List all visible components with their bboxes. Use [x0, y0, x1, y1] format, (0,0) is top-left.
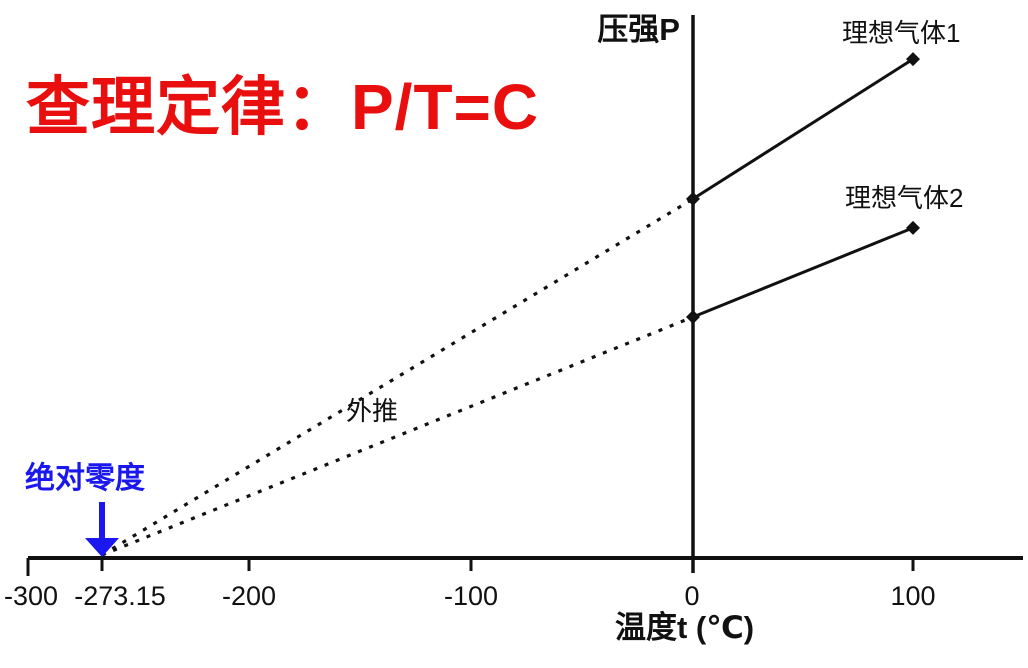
- x-tick-label-minus-300: -300: [3, 581, 59, 611]
- series-label-ideal-gas-1: 理想气体1: [842, 18, 961, 48]
- extrapolation-dotted-line-gas1: [101, 197, 694, 557]
- x-tick-label-zero: 0: [684, 581, 700, 611]
- chart-title: 查理定律：P/T=C: [26, 71, 540, 143]
- x-axis-label: 温度t (℃): [615, 610, 755, 645]
- gas-line-solid-gas1: [692, 57, 914, 201]
- y-axis-label: 压强P: [597, 12, 680, 47]
- extrapolation-annotation: 外推: [346, 396, 399, 426]
- absolute-zero-arrow-shaft: [99, 502, 105, 539]
- x-tick-label-minus-100: -100: [443, 581, 499, 611]
- data-point-diamond-marker: [906, 52, 920, 67]
- gas-line-solid-gas2: [692, 226, 914, 319]
- x-tick-label-minus-273-15: -273.15: [74, 581, 166, 611]
- data-point-diamond-marker: [686, 191, 700, 206]
- extrapolation-dotted-line-gas2: [101, 315, 694, 557]
- data-point-diamond-marker: [906, 220, 920, 235]
- absolute-zero-annotation: 绝对零度: [25, 462, 145, 495]
- x-tick-label-minus-200: -200: [221, 581, 277, 611]
- series-label-ideal-gas-2: 理想气体2: [845, 183, 964, 213]
- x-tick-label-100: 100: [890, 581, 936, 611]
- data-point-diamond-marker: [686, 310, 700, 324]
- absolute-zero-arrow-head: [85, 538, 119, 557]
